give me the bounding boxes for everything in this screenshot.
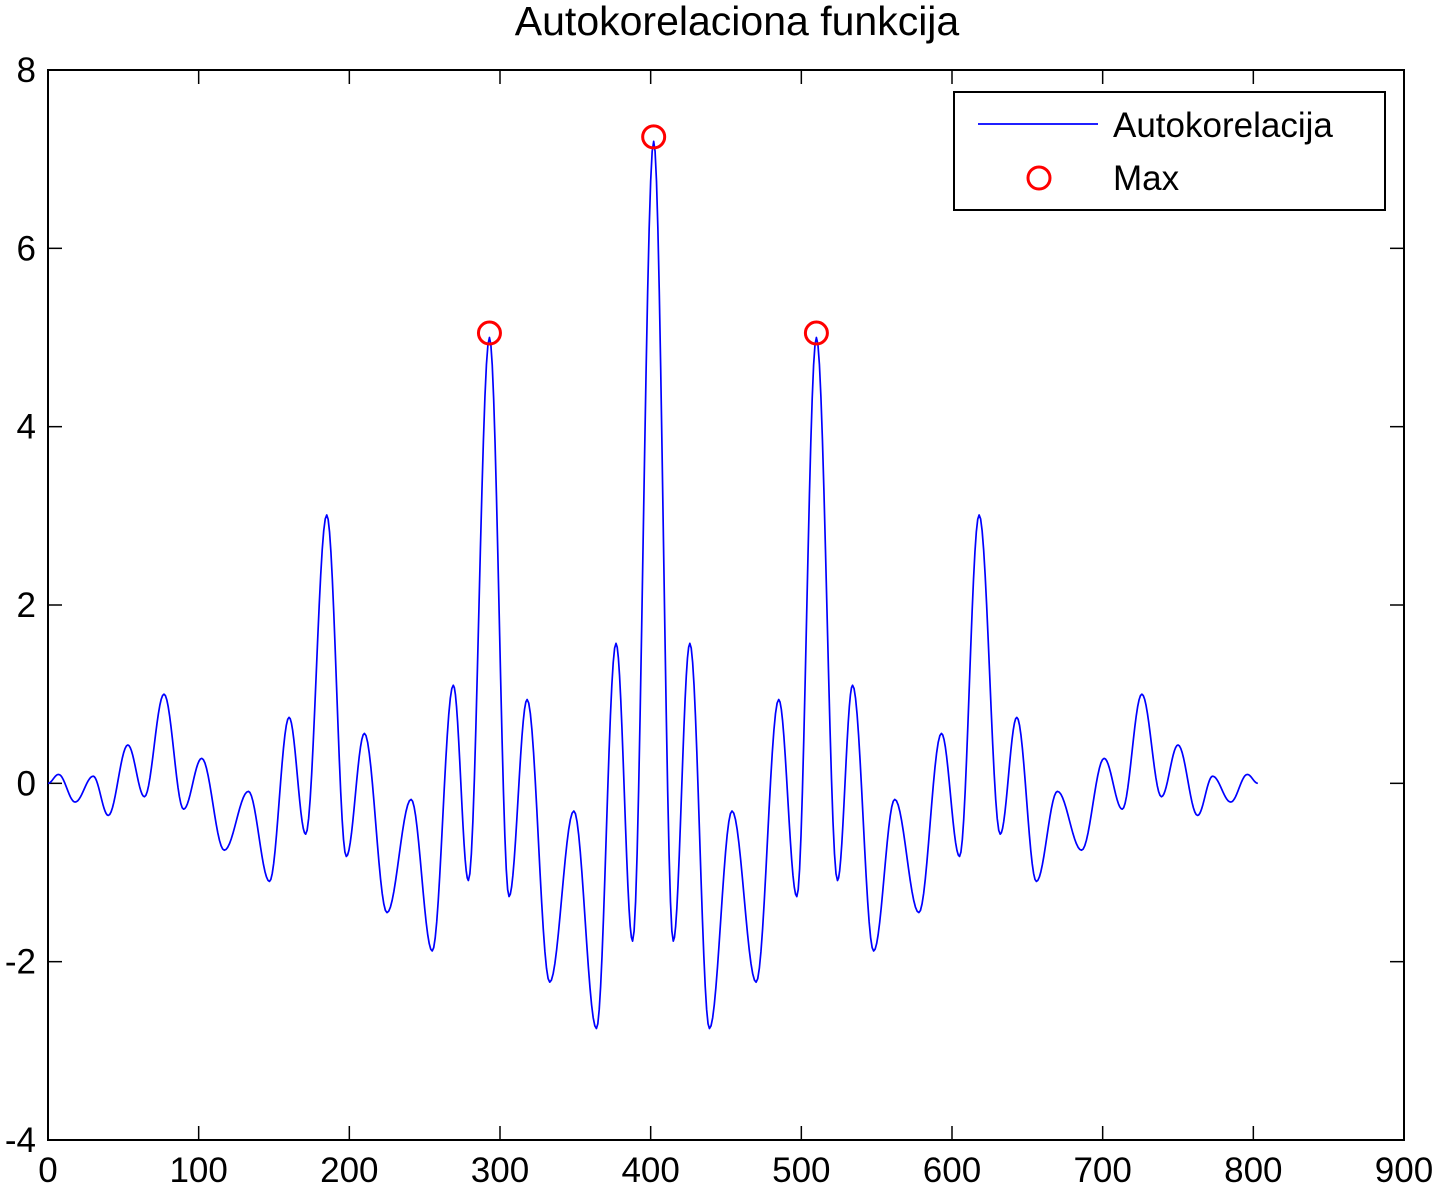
y-tick-label: 2 <box>17 586 36 625</box>
max-marker <box>641 124 667 150</box>
y-tick-label: -2 <box>5 943 36 982</box>
x-tick-labels: 0 100 200 300 400 500 600 700 800 900 <box>38 1151 1433 1188</box>
legend-label-autokorelacija: Autokorelacija <box>1113 106 1333 145</box>
y-tick-label: 6 <box>17 229 36 268</box>
x-tick-label: 300 <box>471 1151 529 1188</box>
legend-box <box>953 91 1386 211</box>
legend: Autokorelacija Max <box>953 91 1386 211</box>
max-marker <box>803 320 829 346</box>
plot-frame <box>47 69 1405 1141</box>
y-tick-label: 4 <box>17 408 36 447</box>
y-tick-label: 0 <box>17 764 36 803</box>
max-markers <box>476 124 829 346</box>
legend-marker-swatch <box>1026 165 1052 191</box>
x-tick-label: 600 <box>923 1151 981 1188</box>
chart-title: Autokorelaciona funkcija <box>515 0 960 44</box>
max-marker <box>476 320 502 346</box>
series-line-autokorelacija <box>47 140 1258 1030</box>
y-tick-label: -4 <box>5 1121 36 1160</box>
x-tick-label: 200 <box>320 1151 378 1188</box>
x-tick-label: 500 <box>772 1151 830 1188</box>
x-tick-label: 0 <box>38 1151 57 1188</box>
y-tick-labels: -4 -2 0 2 4 6 8 <box>5 51 36 1160</box>
x-tick-label: 700 <box>1073 1151 1131 1188</box>
x-tick-label: 900 <box>1375 1151 1433 1188</box>
x-tick-label: 800 <box>1224 1151 1282 1188</box>
x-tick-label: 400 <box>621 1151 679 1188</box>
legend-label-max: Max <box>1113 159 1180 198</box>
x-tick-label: 100 <box>169 1151 227 1188</box>
axis-ticks <box>47 69 1405 1141</box>
y-tick-label: 8 <box>17 51 36 90</box>
